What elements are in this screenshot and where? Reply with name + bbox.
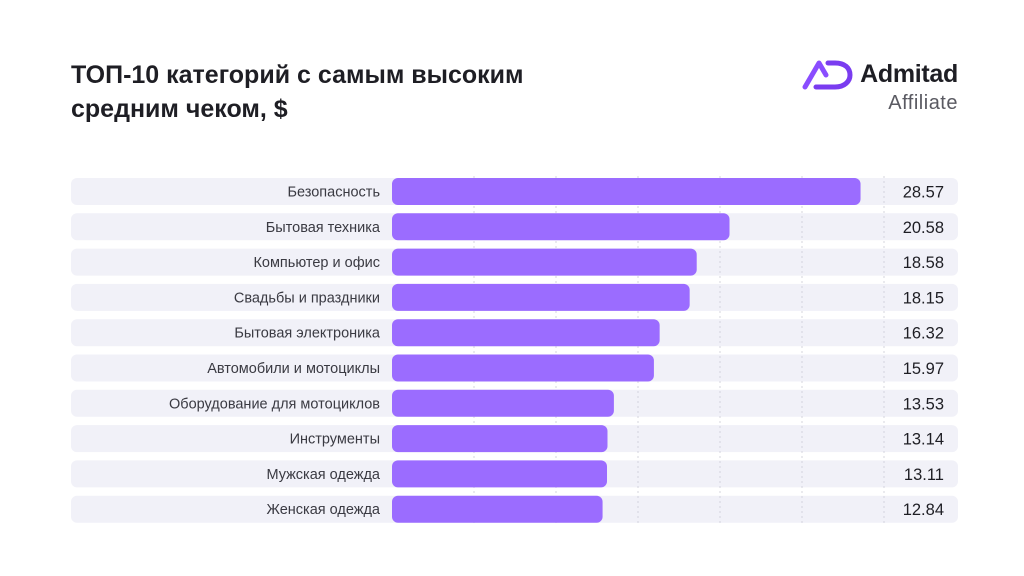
category-label: Оборудование для мотоциклов bbox=[169, 396, 380, 412]
admitad-logo: Admitad Affiliate bbox=[802, 58, 958, 115]
bar bbox=[392, 248, 697, 276]
category-label: Бытовая электроника bbox=[234, 326, 381, 342]
bar bbox=[392, 319, 660, 347]
value-label: 18.58 bbox=[903, 254, 944, 272]
bar bbox=[392, 354, 654, 382]
value-label: 28.57 bbox=[903, 184, 944, 202]
bar bbox=[392, 178, 861, 205]
category-labels: Безопасность Бытовая техника Компьютер и о… bbox=[169, 185, 381, 519]
bar bbox=[392, 460, 608, 488]
value-label: 18.15 bbox=[903, 289, 944, 307]
admitad-ad-logo-icon bbox=[802, 60, 853, 90]
value-label: 16.32 bbox=[903, 325, 944, 343]
bar bbox=[392, 425, 608, 453]
bar bbox=[392, 495, 603, 523]
value-label: 12.84 bbox=[903, 501, 944, 519]
bars bbox=[392, 178, 861, 523]
value-label: 20.58 bbox=[903, 219, 944, 237]
category-label: Безопасность bbox=[288, 185, 381, 201]
category-label: Мужская одежда bbox=[266, 467, 380, 483]
bar bbox=[392, 213, 730, 241]
bar bbox=[392, 389, 614, 417]
chart-title-line-2: средним чеком, $ bbox=[71, 95, 288, 123]
category-label: Бытовая техника bbox=[266, 220, 381, 236]
value-labels: 28.57 20.58 18.58 18.15 16.32 15.97 13.53 13.14… bbox=[903, 184, 944, 520]
logo-subtitle: Affiliate bbox=[888, 92, 958, 114]
value-label: 13.11 bbox=[904, 466, 944, 484]
category-label: Свадьбы и праздники bbox=[234, 290, 380, 306]
value-label: 13.14 bbox=[903, 431, 944, 449]
bar bbox=[392, 283, 690, 311]
category-label: Женская одежда bbox=[267, 502, 381, 518]
value-label: 13.53 bbox=[903, 395, 944, 413]
logo-name: Admitad bbox=[860, 59, 958, 88]
category-label: Инструменты bbox=[290, 432, 380, 448]
chart-title: ТОП-10 категорий с самым высоким средним… bbox=[71, 58, 524, 126]
chart-title-line-1: ТОП-10 категорий с самым высоким bbox=[71, 61, 524, 89]
category-label: Компьютер и офис bbox=[253, 255, 380, 271]
value-label: 15.97 bbox=[903, 360, 944, 378]
category-label: Автомобили и мотоциклы bbox=[207, 361, 380, 377]
